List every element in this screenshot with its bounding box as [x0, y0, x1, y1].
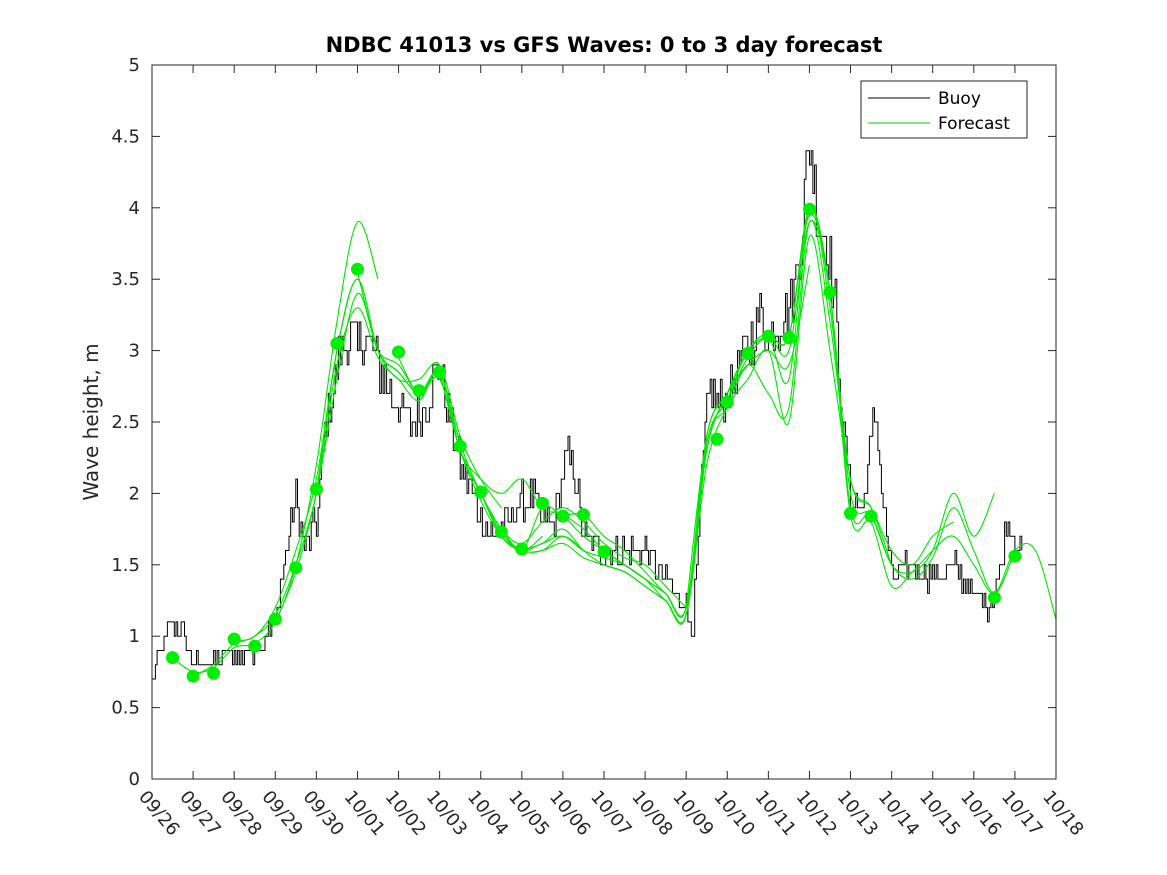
y-tick-label: 1.5 — [111, 555, 140, 576]
y-tick-label: 1 — [129, 626, 140, 647]
legend-box — [860, 80, 1028, 139]
y-tick-label: 4 — [129, 198, 140, 219]
forecast-marker — [720, 395, 734, 409]
forecast-marker — [227, 632, 241, 646]
legend-buoy-label: Buoy — [938, 89, 981, 109]
forecast-marker — [392, 345, 405, 359]
forecast-run-line — [603, 220, 995, 617]
y-tick-label: 3 — [129, 341, 140, 362]
forecast-marker — [577, 508, 590, 522]
legend: Buoy Forecast — [860, 80, 1028, 139]
plot-area — [152, 65, 1056, 779]
y-tick-label: 4.5 — [111, 126, 140, 147]
forecast-marker — [309, 482, 323, 496]
forecast-marker — [741, 347, 755, 360]
forecast-marker — [710, 432, 724, 446]
forecast-marker — [351, 262, 364, 276]
forecast-run-line — [521, 219, 893, 625]
legend-forecast-label: Forecast — [938, 114, 1010, 134]
forecast-marker — [823, 285, 837, 299]
forecast-marker — [844, 506, 857, 520]
forecast-marker — [1008, 549, 1022, 563]
forecast-marker — [474, 485, 488, 499]
forecast-marker — [803, 202, 816, 216]
forecast-marker — [248, 639, 262, 653]
y-tick-label: 3.5 — [111, 269, 140, 290]
forecast-markers — [166, 202, 1022, 683]
buoy-series — [152, 150, 1023, 680]
forecast-marker — [186, 669, 200, 683]
forecast-marker — [987, 591, 1001, 605]
y-axis-ticks: 0 0.5 1 1.5 2 2.5 3 3.5 4 4.5 5 — [111, 55, 1056, 790]
buoy-line — [152, 150, 1023, 680]
forecast-marker — [535, 496, 549, 510]
forecast-marker — [864, 509, 878, 523]
forecast-marker — [412, 384, 426, 398]
y-tick-label: 2 — [129, 483, 140, 504]
forecast-marker — [515, 542, 529, 556]
y-tick-label: 5 — [129, 55, 140, 76]
forecast-marker — [782, 331, 796, 345]
forecast-marker — [207, 666, 221, 680]
forecast-marker — [556, 509, 570, 523]
y-tick-label: 0.5 — [111, 698, 140, 719]
forecast-marker — [433, 365, 447, 379]
forecast-marker — [330, 337, 344, 350]
forecast-marker — [166, 651, 179, 665]
forecast-marker — [494, 525, 508, 539]
chart-title: NDBC 41013 vs GFS Waves: 0 to 3 day fore… — [326, 33, 883, 57]
y-tick-label: 2.5 — [111, 412, 140, 433]
forecast-marker — [268, 612, 282, 626]
forecast-marker — [453, 439, 467, 453]
forecast-marker — [761, 329, 775, 343]
y-axis-label: Wave height, m — [79, 343, 103, 500]
forecast-marker — [597, 545, 611, 559]
forecast-marker — [289, 561, 303, 575]
y-tick-label: 0 — [129, 769, 140, 790]
